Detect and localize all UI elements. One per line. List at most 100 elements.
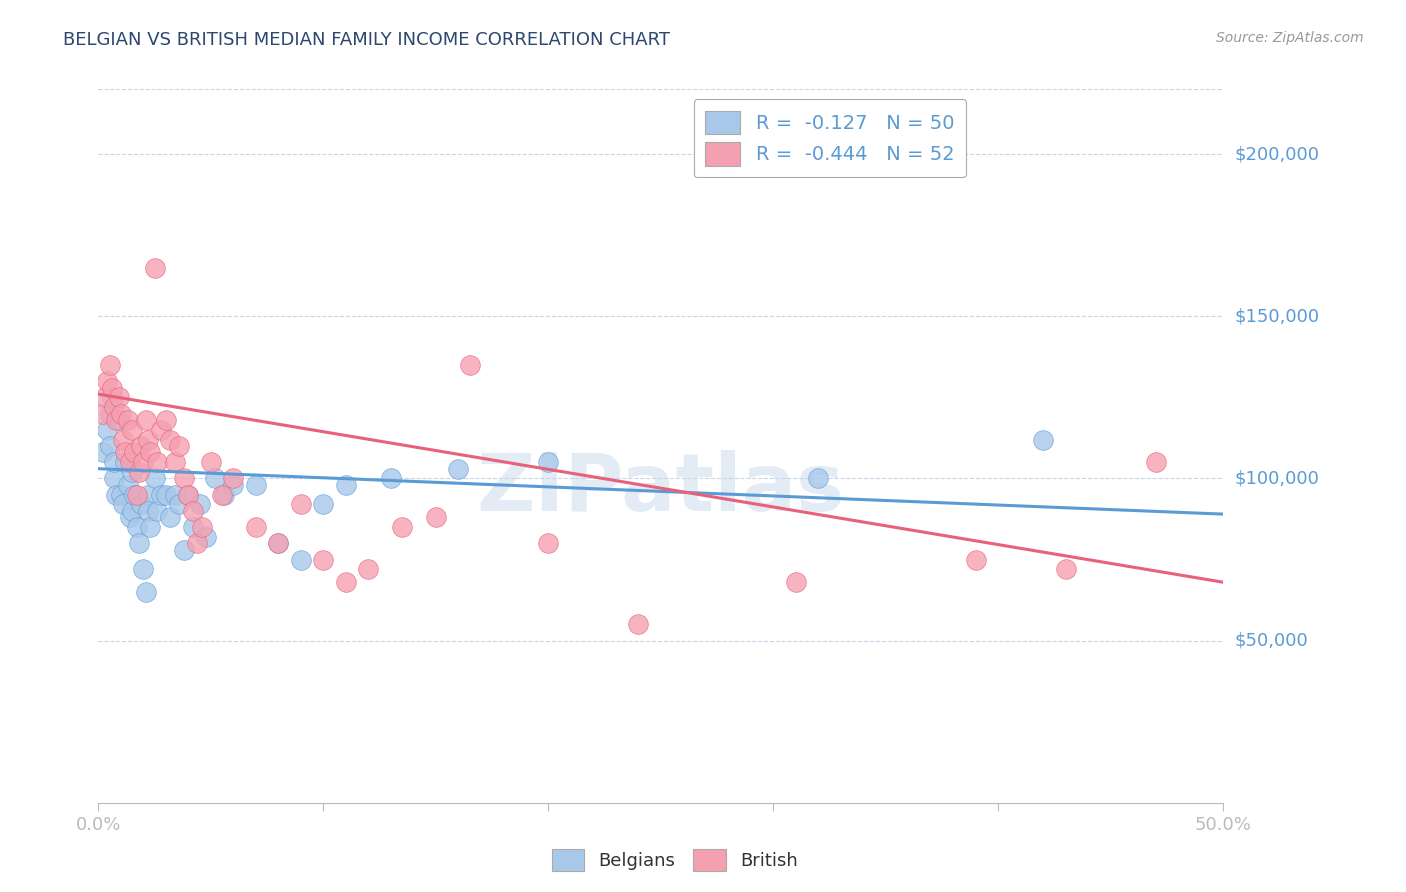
Point — [163, 455, 186, 469]
Point — [124, 488, 146, 502]
Point — [245, 478, 267, 492]
Point — [117, 413, 139, 427]
Point — [125, 488, 148, 502]
Point — [267, 536, 290, 550]
Point — [204, 471, 226, 485]
Point — [290, 497, 312, 511]
Point — [105, 413, 128, 427]
Point — [96, 374, 118, 388]
Point — [537, 455, 560, 469]
Point — [312, 497, 335, 511]
Point — [129, 497, 152, 511]
Point — [121, 504, 143, 518]
Point — [103, 455, 125, 469]
Point — [181, 504, 204, 518]
Point — [312, 552, 335, 566]
Point — [101, 381, 124, 395]
Point — [129, 439, 152, 453]
Point — [121, 423, 143, 437]
Point — [357, 562, 380, 576]
Point — [132, 455, 155, 469]
Point — [188, 497, 211, 511]
Legend: Belgians, British: Belgians, British — [544, 842, 806, 879]
Point — [118, 510, 141, 524]
Point — [139, 520, 162, 534]
Point — [117, 478, 139, 492]
Point — [447, 461, 470, 475]
Point — [112, 497, 135, 511]
Point — [169, 439, 191, 453]
Point — [245, 520, 267, 534]
Point — [177, 488, 200, 502]
Point — [1144, 455, 1167, 469]
Point — [195, 530, 218, 544]
Point — [114, 455, 136, 469]
Point — [191, 520, 214, 534]
Point — [136, 488, 159, 502]
Point — [222, 471, 245, 485]
Point — [214, 488, 236, 502]
Point — [159, 510, 181, 524]
Point — [125, 520, 148, 534]
Point — [124, 445, 146, 459]
Point — [173, 471, 195, 485]
Point — [173, 542, 195, 557]
Point — [222, 478, 245, 492]
Point — [136, 433, 159, 447]
Point — [135, 585, 157, 599]
Point — [110, 488, 132, 502]
Point — [98, 439, 121, 453]
Point — [177, 488, 200, 502]
Point — [169, 497, 191, 511]
Point — [155, 413, 177, 427]
Point — [1054, 562, 1077, 576]
Point — [150, 488, 173, 502]
Point — [91, 445, 114, 459]
Point — [105, 488, 128, 502]
Point — [118, 455, 141, 469]
Point — [135, 413, 157, 427]
Point — [114, 445, 136, 459]
Point — [107, 390, 129, 404]
Text: $150,000: $150,000 — [1234, 307, 1319, 326]
Point — [159, 433, 181, 447]
Point — [163, 488, 186, 502]
Point — [107, 413, 129, 427]
Point — [103, 400, 125, 414]
Point — [143, 471, 166, 485]
Point — [290, 552, 312, 566]
Text: $200,000: $200,000 — [1234, 145, 1319, 163]
Point — [91, 407, 114, 421]
Point — [425, 510, 447, 524]
Point — [146, 455, 169, 469]
Point — [335, 478, 357, 492]
Text: ZIPatlas: ZIPatlas — [477, 450, 845, 528]
Point — [128, 536, 150, 550]
Point — [94, 390, 117, 404]
Point — [186, 536, 208, 550]
Point — [110, 407, 132, 421]
Point — [103, 471, 125, 485]
Point — [785, 575, 807, 590]
Point — [335, 575, 357, 590]
Point — [181, 520, 204, 534]
Point — [1032, 433, 1054, 447]
Point — [150, 423, 173, 437]
Point — [121, 465, 143, 479]
Point — [267, 536, 290, 550]
Point — [211, 488, 233, 502]
Point — [98, 407, 121, 421]
Point — [143, 260, 166, 275]
Legend: R =  -0.127   N = 50, R =  -0.444   N = 52: R = -0.127 N = 50, R = -0.444 N = 52 — [693, 99, 966, 178]
Text: BELGIAN VS BRITISH MEDIAN FAMILY INCOME CORRELATION CHART: BELGIAN VS BRITISH MEDIAN FAMILY INCOME … — [63, 31, 671, 49]
Text: $100,000: $100,000 — [1234, 469, 1319, 487]
Point — [101, 390, 124, 404]
Point — [155, 488, 177, 502]
Point — [537, 536, 560, 550]
Point — [139, 445, 162, 459]
Point — [112, 433, 135, 447]
Point — [136, 504, 159, 518]
Point — [627, 617, 650, 632]
Point — [98, 358, 121, 372]
Point — [965, 552, 987, 566]
